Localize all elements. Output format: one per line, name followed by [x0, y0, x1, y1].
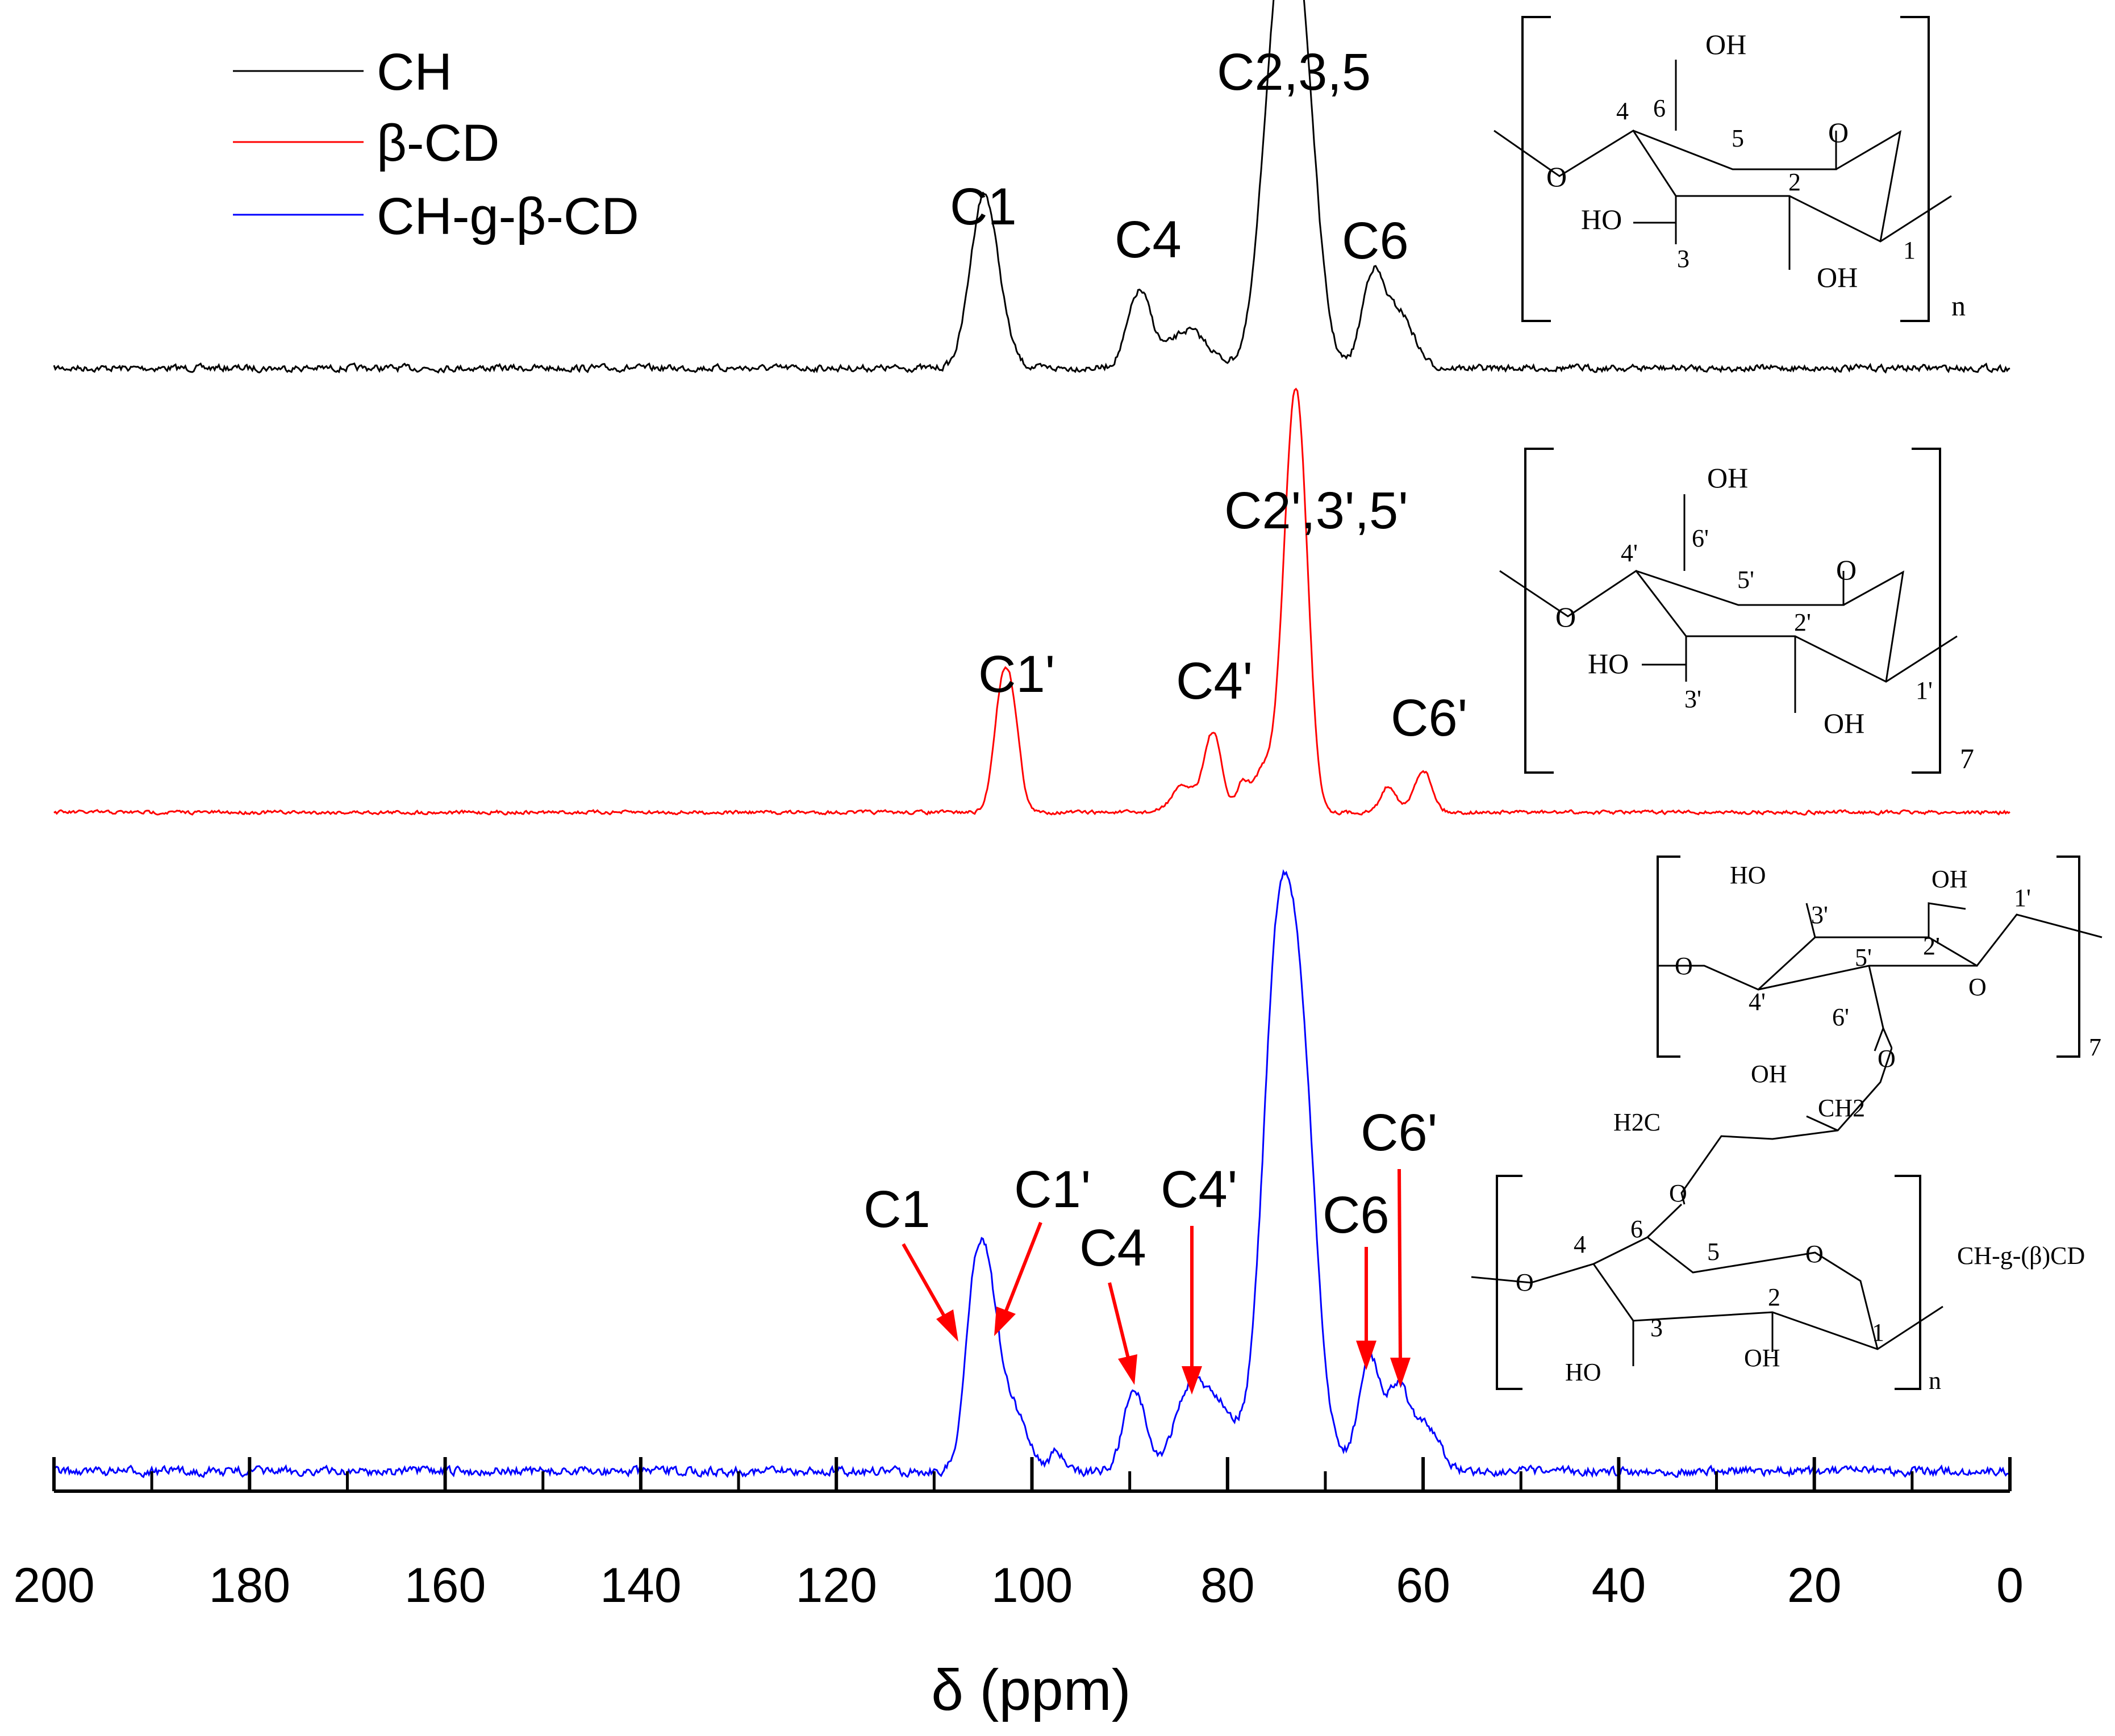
graft-subscript-bottom: n [1929, 1367, 1941, 1395]
structure-graft: HO 3' OH 2' 1' O 4' 5' O 6' 7 O OH H2C C… [1471, 856, 2103, 1395]
arrow-c1p [994, 1221, 1042, 1336]
x-tick-label-60: 60 [1396, 1558, 1450, 1613]
legend-label-ch: CH [377, 43, 452, 101]
ch-oh-top: OH [1705, 28, 1746, 60]
x-axis-label: δ (ppm) [931, 1658, 1130, 1722]
ch-bridge-o: O [1546, 161, 1567, 193]
ch-atom-1: 1 [1903, 236, 1916, 264]
graft-atom-5: 5 [1707, 1238, 1720, 1266]
bcd-atom-3p: 3' [1684, 685, 1701, 713]
bcd-atom-1p: 1' [1916, 677, 1933, 704]
graft-atom-6: 6 [1630, 1215, 1643, 1243]
ch-ho: HO [1581, 203, 1622, 235]
graft-atom-1p: 1' [2014, 884, 2031, 912]
bcd-ho: HO [1588, 648, 1629, 679]
bcd-oh-bottom: OH [1824, 707, 1864, 739]
arrow-c6p [1390, 1169, 1411, 1387]
x-tick-label-140: 140 [600, 1558, 682, 1613]
arrow-c6 [1356, 1247, 1376, 1370]
ch-subscript: n [1951, 290, 1966, 322]
graft-atom-2p: 2' [1923, 932, 1940, 960]
peak-label-ch-c6: C6 [1342, 212, 1409, 270]
peak-label-graft-c1p: C1' [1014, 1161, 1091, 1218]
graft-atom-2: 2 [1768, 1283, 1780, 1311]
legend-label-graft: CH-g-β-CD [377, 187, 639, 245]
x-tick-label-180: 180 [209, 1558, 291, 1613]
bcd-oh-top: OH [1707, 462, 1748, 494]
peak-label-graft-c4: C4 [1079, 1219, 1146, 1277]
graft-ring-o-top: O [1968, 973, 1987, 1001]
graft-subscript-top: 7 [2089, 1033, 2101, 1061]
x-tick-label-20: 20 [1787, 1558, 1842, 1613]
x-tick-label-120: 120 [795, 1558, 877, 1613]
peak-label-graft-c1: C1 [863, 1180, 931, 1238]
ch-atom-2: 2 [1788, 168, 1801, 196]
structure-beta-cd: OH 4' 6' 5' O O 2' HO 3' OH 1' 7 [1499, 448, 1974, 774]
peak-label-graft-c4p: C4' [1161, 1161, 1237, 1218]
peak-label-bcd-c6p: C6' [1391, 689, 1467, 747]
bcd-atom-5p: 5' [1737, 566, 1754, 594]
peak-label-graft-c6p: C6' [1361, 1104, 1437, 1162]
legend: CH β-CD CH-g-β-CD [233, 43, 639, 245]
x-ticks: 200 180 160 140 120 100 80 60 40 20 0 [13, 1457, 2024, 1613]
x-tick-label-160: 160 [404, 1558, 486, 1613]
graft-linker-h2c: H2C [1613, 1108, 1661, 1136]
bcd-atom-6p: 6' [1692, 524, 1709, 552]
bcd-atom-2p: 2' [1794, 608, 1811, 636]
graft-atom-6p: 6' [1832, 1003, 1849, 1031]
x-tick-label-40: 40 [1592, 1558, 1646, 1613]
ch-atom-5: 5 [1732, 124, 1744, 152]
graft-atom-4: 4 [1574, 1230, 1586, 1258]
x-tick-label-80: 80 [1200, 1558, 1255, 1613]
graft-oh-bottom: OH [1744, 1344, 1780, 1372]
bcd-atom-4p: 4' [1621, 539, 1638, 567]
arrow-c1 [902, 1243, 958, 1342]
graft-bridge-o-top: O [1675, 952, 1693, 980]
peak-label-bcd-c4p: C4' [1176, 652, 1253, 710]
x-tick-label-200: 200 [13, 1558, 95, 1613]
peak-label-bcd-c1p: C1' [978, 645, 1055, 703]
arrow-c4p [1182, 1226, 1202, 1395]
graft-atom-3: 3 [1650, 1314, 1663, 1342]
peak-label-ch-c1: C1 [950, 178, 1017, 236]
bcd-ring-o: O [1836, 554, 1857, 586]
arrow-c4 [1108, 1282, 1137, 1385]
ch-atom-4: 4 [1616, 97, 1629, 125]
peak-label-ch-c235: C2,3,5 [1217, 43, 1371, 101]
spectrum-trace-graft [53, 869, 2010, 1479]
graft-atom-1: 1 [1872, 1318, 1884, 1346]
graft-linker-o-low: O [1669, 1179, 1687, 1207]
graft-oh-top: OH [1932, 865, 1968, 893]
graft-atom-4p: 4' [1749, 988, 1766, 1016]
ch-oh-bottom: OH [1817, 261, 1858, 293]
graft-atom-5p: 5' [1855, 944, 1872, 971]
legend-label-bcd: β-CD [377, 114, 499, 172]
graft-linker-ch2: CH2 [1818, 1094, 1865, 1122]
graft-linker-o: O [1878, 1045, 1896, 1073]
bcd-bridge-o: O [1555, 601, 1576, 633]
spectrum-trace-bcd [53, 387, 2010, 816]
graft-bridge-o: O [1516, 1268, 1534, 1296]
ch-atom-6: 6 [1653, 94, 1666, 122]
peak-label-bcd-c235p: C2',3',5' [1224, 482, 1408, 540]
bcd-subscript: 7 [1960, 742, 1974, 774]
graft-linker-oh: OH [1751, 1060, 1787, 1088]
graft-atom-3p: 3' [1811, 901, 1828, 929]
ch-ring-o: O [1828, 116, 1849, 148]
ch-atom-3: 3 [1677, 245, 1690, 273]
graft-caption: CH-g-(β)CD [1957, 1242, 2085, 1270]
peak-label-ch-c4: C4 [1115, 211, 1182, 269]
graft-ho-top: HO [1730, 861, 1766, 889]
structure-chitosan: OH 4 6 5 O O 2 HO 3 OH 1 n [1494, 16, 1966, 322]
x-tick-label-100: 100 [991, 1558, 1073, 1613]
graft-ring-o: O [1805, 1240, 1824, 1268]
peak-label-graft-c6: C6 [1323, 1186, 1390, 1244]
spectrum-trace-ch [53, 0, 2010, 374]
x-tick-label-0: 0 [1996, 1558, 2024, 1613]
graft-ho: HO [1565, 1358, 1601, 1386]
